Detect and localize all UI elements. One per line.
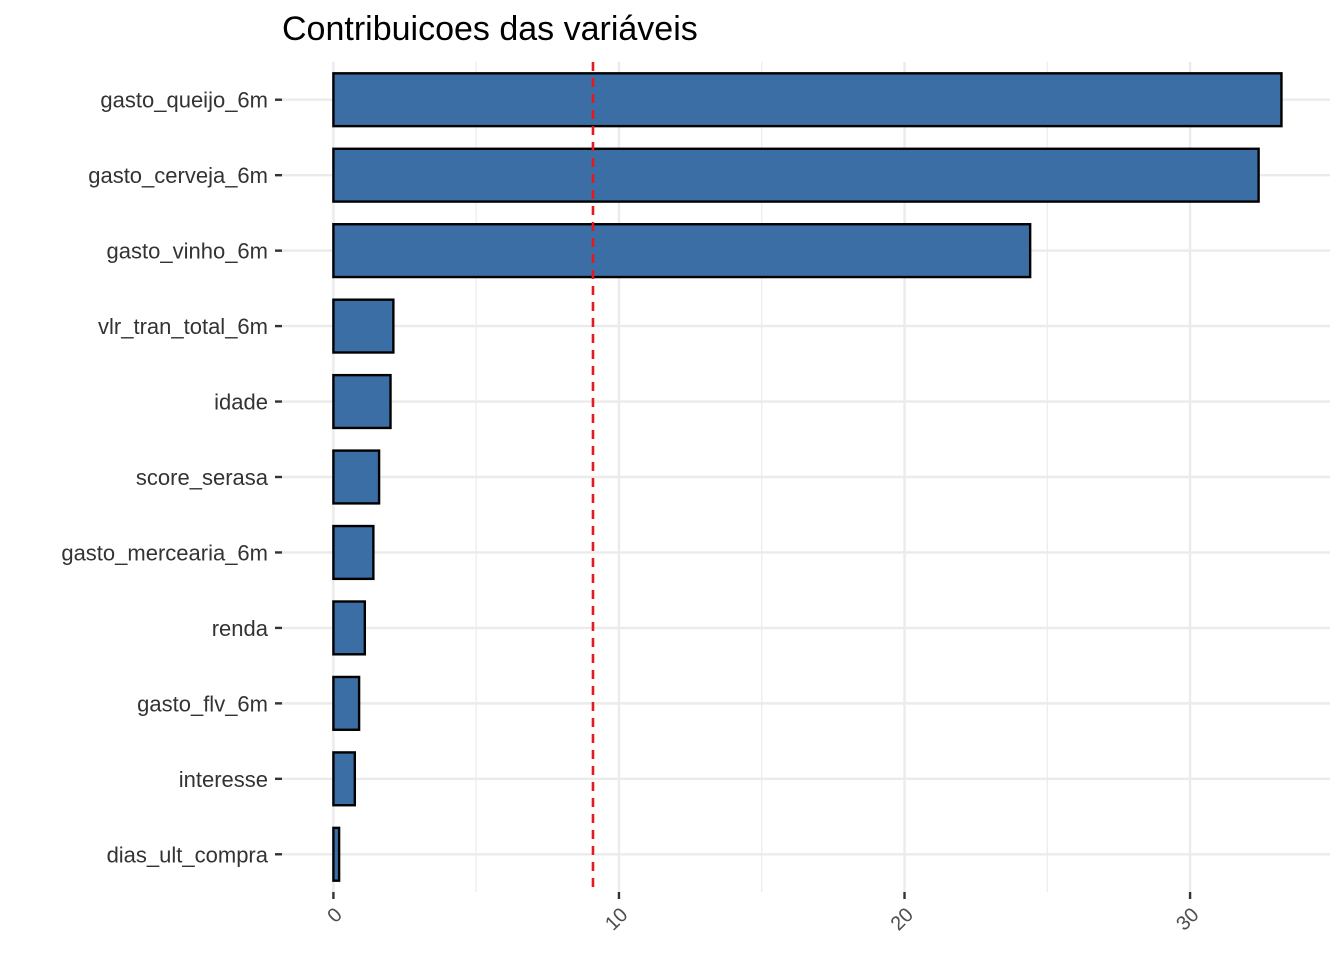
y-tick-label: vlr_tran_total_6m <box>98 314 268 339</box>
bar <box>332 298 395 354</box>
y-tick-label: renda <box>212 616 269 641</box>
bar <box>332 675 361 731</box>
y-tick-label: interesse <box>179 767 268 792</box>
bar <box>332 72 1283 128</box>
y-tick-label: gasto_mercearia_6m <box>61 540 268 565</box>
y-tick-label: idade <box>214 390 268 415</box>
y-tick-label: score_serasa <box>136 465 269 490</box>
bar <box>332 223 1032 279</box>
bar <box>332 524 375 581</box>
bar <box>332 826 341 882</box>
bar <box>332 373 392 430</box>
bar <box>332 751 357 807</box>
bars <box>332 72 1283 882</box>
y-tick-label: gasto_vinho_6m <box>107 239 268 264</box>
x-tick-label: 0 <box>323 904 346 927</box>
chart-title: Contribuicoes das variáveis <box>282 10 698 48</box>
bar <box>332 449 381 505</box>
bar <box>332 147 1260 203</box>
x-tick-label: 20 <box>887 904 918 935</box>
bar <box>332 600 367 656</box>
y-tick-label: gasto_flv_6m <box>137 691 268 716</box>
y-tick-label: dias_ult_compra <box>107 842 269 867</box>
x-tick-label: 10 <box>601 904 632 935</box>
y-tick-label: gasto_queijo_6m <box>100 88 268 113</box>
x-axis-labels: 0 10 20 30 <box>323 892 1204 935</box>
x-tick-label: 30 <box>1172 904 1203 935</box>
y-axis-labels: gasto_queijo_6m gasto_cerveja_6m gasto_vin… <box>61 88 282 867</box>
y-tick-label: gasto_cerveja_6m <box>88 163 268 188</box>
